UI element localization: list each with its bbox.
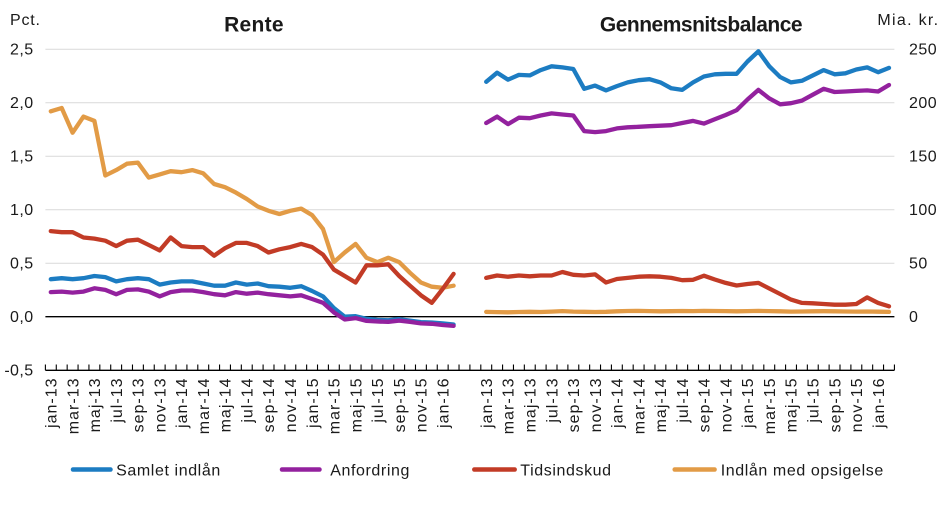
svg-text:0: 0 bbox=[909, 309, 918, 326]
svg-text:150: 150 bbox=[909, 149, 937, 166]
svg-text:jan-13: jan-13 bbox=[44, 378, 61, 429]
svg-text:jul-13: jul-13 bbox=[109, 378, 126, 424]
svg-text:Pct.: Pct. bbox=[10, 12, 41, 29]
svg-text:2,0: 2,0 bbox=[10, 95, 33, 112]
svg-text:mar-15: mar-15 bbox=[327, 378, 344, 435]
svg-text:jan-15: jan-15 bbox=[740, 378, 757, 429]
svg-text:100: 100 bbox=[909, 202, 937, 219]
svg-text:mar-14: mar-14 bbox=[631, 378, 648, 435]
svg-text:-0,5: -0,5 bbox=[4, 363, 33, 380]
svg-text:mar-13: mar-13 bbox=[501, 378, 518, 435]
svg-text:nov-13: nov-13 bbox=[588, 378, 605, 433]
svg-text:Rente: Rente bbox=[224, 14, 284, 37]
svg-text:Gennemsnitsbalance: Gennemsnitsbalance bbox=[600, 14, 802, 37]
svg-text:Tidsindskud: Tidsindskud bbox=[520, 463, 611, 480]
svg-text:maj-13: maj-13 bbox=[87, 378, 104, 433]
svg-text:jan-14: jan-14 bbox=[610, 378, 627, 429]
svg-text:jan-15: jan-15 bbox=[305, 378, 322, 429]
svg-text:maj-14: maj-14 bbox=[653, 378, 670, 433]
svg-text:nov-14: nov-14 bbox=[283, 378, 300, 433]
svg-text:sep-15: sep-15 bbox=[392, 378, 409, 433]
svg-text:jul-15: jul-15 bbox=[370, 378, 387, 424]
svg-text:jul-14: jul-14 bbox=[675, 378, 692, 424]
svg-text:sep-13: sep-13 bbox=[566, 378, 583, 433]
svg-text:Indlån med opsigelse: Indlån med opsigelse bbox=[721, 462, 884, 480]
svg-text:mar-15: mar-15 bbox=[762, 378, 779, 435]
svg-text:jul-13: jul-13 bbox=[544, 378, 561, 424]
svg-text:jan-16: jan-16 bbox=[871, 378, 888, 429]
svg-text:jul-15: jul-15 bbox=[806, 378, 823, 424]
svg-text:sep-15: sep-15 bbox=[827, 378, 844, 433]
svg-text:nov-13: nov-13 bbox=[152, 378, 169, 433]
svg-text:0,0: 0,0 bbox=[10, 309, 33, 326]
svg-text:jan-13: jan-13 bbox=[479, 378, 496, 429]
svg-text:Samlet indlån: Samlet indlån bbox=[116, 462, 221, 480]
svg-text:250: 250 bbox=[909, 42, 937, 59]
svg-text:Anfordring: Anfordring bbox=[330, 463, 410, 480]
svg-text:sep-13: sep-13 bbox=[131, 378, 148, 433]
svg-text:nov-14: nov-14 bbox=[718, 378, 735, 433]
svg-text:1,5: 1,5 bbox=[10, 149, 33, 166]
svg-text:maj-15: maj-15 bbox=[348, 378, 365, 433]
svg-text:jan-16: jan-16 bbox=[435, 378, 452, 429]
svg-text:jul-14: jul-14 bbox=[240, 378, 257, 424]
svg-text:200: 200 bbox=[909, 95, 937, 112]
svg-text:maj-14: maj-14 bbox=[218, 378, 235, 433]
svg-text:mar-14: mar-14 bbox=[196, 378, 213, 435]
svg-text:maj-13: maj-13 bbox=[523, 378, 540, 433]
svg-text:50: 50 bbox=[909, 256, 928, 273]
svg-text:sep-14: sep-14 bbox=[261, 378, 278, 433]
svg-text:0,5: 0,5 bbox=[10, 256, 33, 273]
svg-text:mar-13: mar-13 bbox=[65, 378, 82, 435]
svg-text:nov-15: nov-15 bbox=[414, 378, 431, 433]
svg-text:Mia. kr.: Mia. kr. bbox=[877, 12, 939, 29]
svg-text:nov-15: nov-15 bbox=[849, 378, 866, 433]
svg-text:1,0: 1,0 bbox=[10, 202, 33, 219]
svg-text:2,5: 2,5 bbox=[10, 42, 33, 59]
svg-text:maj-15: maj-15 bbox=[784, 378, 801, 433]
svg-text:sep-14: sep-14 bbox=[697, 378, 714, 433]
svg-text:jan-14: jan-14 bbox=[174, 378, 191, 429]
